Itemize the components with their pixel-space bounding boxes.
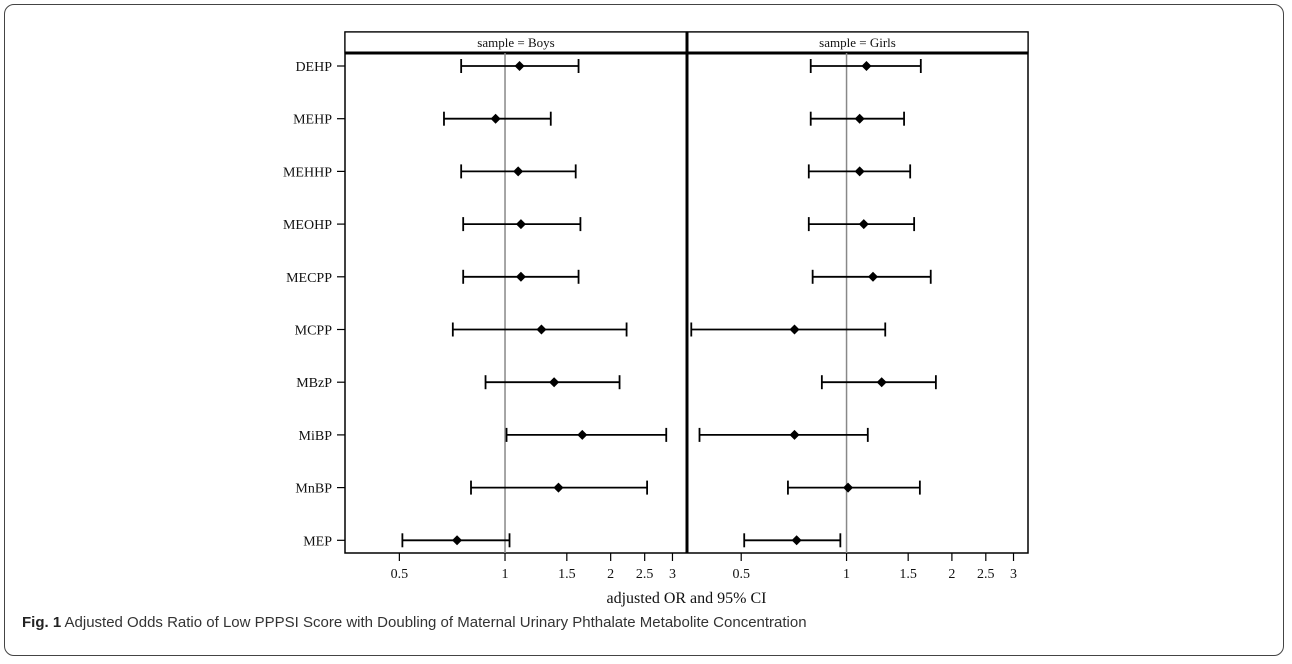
panel-title: sample = Boys <box>477 35 554 50</box>
x-tick-label: 3 <box>1010 567 1017 582</box>
x-tick-label: 1.5 <box>899 567 917 582</box>
y-tick-label: MECPP <box>286 271 332 286</box>
y-tick-label: MEP <box>303 534 332 549</box>
or-point <box>577 429 588 440</box>
panel-title: sample = Girls <box>819 35 896 50</box>
or-point <box>867 271 878 282</box>
y-tick-label: MEHHP <box>283 165 332 180</box>
or-point <box>514 61 525 71</box>
or-point <box>854 166 865 177</box>
or-point <box>515 219 526 230</box>
or-point <box>791 535 802 546</box>
or-point <box>490 113 501 124</box>
x-tick-label: 2.5 <box>636 567 654 582</box>
x-tick-label: 2 <box>948 567 955 582</box>
y-tick-label: DEHP <box>295 60 332 75</box>
x-tick-label: 2 <box>607 567 614 582</box>
x-tick-label: 1 <box>843 567 850 582</box>
or-point <box>536 324 547 335</box>
or-point <box>789 324 800 335</box>
y-tick-label: MEOHP <box>283 218 332 233</box>
or-point <box>553 482 564 493</box>
or-point <box>789 429 800 440</box>
or-point <box>549 377 560 388</box>
x-tick-label: 3 <box>669 567 676 582</box>
x-tick-label: 0.5 <box>391 567 409 582</box>
or-point <box>843 482 854 493</box>
figure-caption: Fig. 1 Adjusted Odds Ratio of Low PPPSI … <box>22 614 807 631</box>
caption-text: Adjusted Odds Ratio of Low PPPSI Score w… <box>64 614 807 631</box>
forest-plot: sample = Boys 0.5 1 1.5 2 2.5 3 sample = Girls 0… <box>283 31 1029 607</box>
y-tick-label: MBzP <box>296 376 332 391</box>
x-tick-label: 0.5 <box>732 567 750 582</box>
x-tick-label: 1.5 <box>558 567 576 582</box>
or-point <box>854 113 865 124</box>
figure-frame <box>4 4 1284 656</box>
y-tick-label: MiBP <box>299 429 333 444</box>
x-tick-label: 1 <box>502 567 509 582</box>
or-point <box>513 166 524 177</box>
or-point <box>858 219 869 230</box>
y-tick-label: MnBP <box>295 482 332 497</box>
x-tick-label: 2.5 <box>977 567 995 582</box>
y-tick-label: MCPP <box>295 324 333 339</box>
or-point <box>876 377 887 388</box>
or-point <box>452 535 463 546</box>
y-tick-label: MEHP <box>293 113 332 128</box>
caption-label: Fig. 1 <box>22 614 62 631</box>
x-axis-label: adjusted OR and 95% CI <box>607 590 767 607</box>
or-point <box>861 61 872 71</box>
or-point <box>515 271 526 282</box>
